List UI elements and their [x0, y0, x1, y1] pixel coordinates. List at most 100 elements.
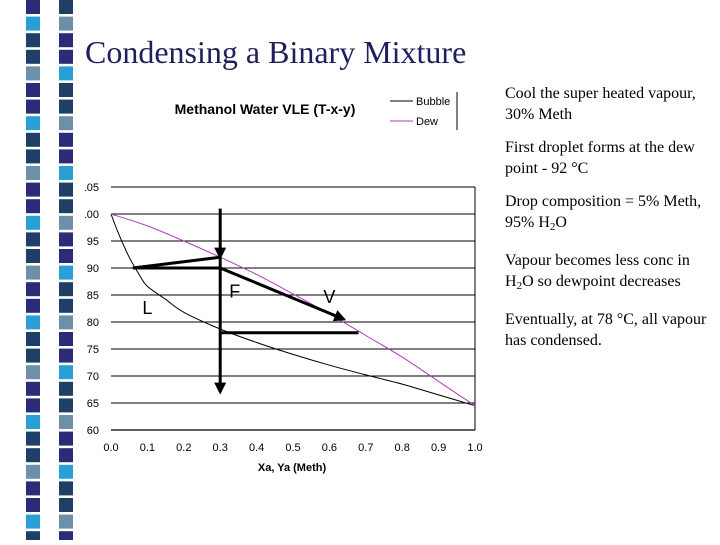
strip-square: [26, 315, 40, 330]
strip-square: [59, 16, 73, 31]
y-tick-label: 100: [85, 209, 99, 221]
bullet-text: Cool the super heated vapour, 30% Meth: [505, 85, 696, 123]
bubble-tie-line: [132, 255, 221, 270]
bubble-curve: [110, 213, 476, 407]
bullet-text: Vapour becomes less conc in H: [505, 252, 690, 290]
strip-square: [59, 498, 73, 512]
strip-square: [59, 431, 73, 446]
strip-square: [59, 232, 73, 247]
strip-square: [59, 132, 73, 147]
strip-square: [59, 116, 73, 131]
strip-square: [59, 49, 73, 64]
strip-square: [59, 315, 73, 330]
strip-square: [59, 199, 73, 214]
strip-square: [26, 265, 40, 280]
strip-square: [26, 83, 40, 97]
strip-square: [59, 0, 73, 14]
bullet-text: O so dewpoint decreases: [522, 273, 681, 290]
strip-square: [26, 498, 40, 512]
annotation-l: L: [142, 298, 152, 318]
strip-square: [26, 381, 40, 396]
x-axis-label: Xa, Ya (Meth): [258, 462, 327, 474]
strip-graphic: [26, 0, 73, 545]
strip-square: [59, 464, 73, 479]
x-tick-label: 0.1: [140, 442, 155, 454]
strip-square: [26, 415, 40, 429]
strip-square: [26, 66, 40, 81]
strip-square: [59, 531, 73, 545]
strip-square: [26, 348, 40, 363]
y-tick-label: 65: [87, 398, 99, 410]
x-tick-label: 0.6: [322, 442, 337, 454]
strip-square: [59, 415, 73, 429]
strip-square: [26, 431, 40, 446]
strip-square: [59, 381, 73, 396]
legend-dew-label: Dew: [416, 116, 438, 128]
x-tick-label: 0.5: [285, 442, 300, 454]
strip-square: [59, 298, 73, 313]
strip-square: [59, 182, 73, 197]
strip-square: [26, 199, 40, 214]
x-tick-label: 0.0: [103, 442, 118, 454]
y-tick-label: 95: [87, 236, 99, 248]
strip-square: [59, 249, 73, 263]
bullet-item: Cool the super heated vapour, 30% Meth: [505, 83, 717, 125]
strip-square: [26, 464, 40, 479]
y-tick-label: 80: [87, 317, 99, 329]
strip-square: [59, 215, 73, 230]
bullet-text: Eventually, at 78 °C, all vapour has con…: [505, 311, 707, 349]
strip-square: [59, 33, 73, 48]
bullet-text: First droplet forms at the dew point - 9…: [505, 139, 695, 177]
strip-square: [26, 232, 40, 247]
strip-square: [26, 149, 40, 164]
strip-square: [59, 448, 73, 463]
strip-square: [26, 332, 40, 346]
bullet-list: Cool the super heated vapour, 30% Meth Fi…: [505, 83, 717, 363]
strip-square: [26, 166, 40, 180]
strip-square: [26, 282, 40, 297]
dew-curve: [110, 213, 476, 407]
x-tick-label: 0.8: [395, 442, 410, 454]
strip-square: [59, 99, 73, 114]
y-tick-label: 70: [87, 371, 99, 383]
strip-square: [26, 182, 40, 197]
strip-square: [26, 49, 40, 64]
bullet-item: Vapour becomes less conc in H2O so dewpo…: [505, 250, 717, 297]
x-tick-label: 0.3: [213, 442, 228, 454]
strip-square: [26, 531, 40, 545]
strip-square: [26, 398, 40, 413]
legend-bubble-label: Bubble: [416, 96, 450, 108]
chart-panel: Methanol Water VLE (T-x-y) Bubble Dew 105 10…: [56, 88, 489, 490]
strip-square: [26, 249, 40, 263]
y-tick-label: 105: [85, 182, 99, 194]
strip-square: [26, 132, 40, 147]
strip-square: [59, 348, 73, 363]
dew-arrow: [219, 266, 347, 322]
strip-square: [26, 99, 40, 114]
strip-square: [59, 66, 73, 81]
strip-square: [26, 16, 40, 31]
vle-chart: Methanol Water VLE (T-x-y) Bubble Dew 105 10…: [56, 92, 483, 474]
x-tick-label: 0.2: [176, 442, 191, 454]
strip-square: [26, 33, 40, 48]
bullet-text: Drop composition = 5% Meth, 95% H: [505, 193, 702, 231]
strip-square: [26, 0, 40, 14]
bullet-item: First droplet forms at the dew point - 9…: [505, 137, 717, 179]
y-tick-label: 75: [87, 344, 99, 356]
y-tick-label: 85: [87, 290, 99, 302]
annotation-v: V: [323, 287, 335, 307]
bullet-item: Eventually, at 78 °C, all vapour has con…: [505, 309, 717, 351]
decorative-square-strip: [0, 0, 90, 545]
strip-square: [59, 332, 73, 346]
strip-square: [26, 448, 40, 463]
annotation-f: F: [229, 282, 240, 302]
strip-square: [59, 282, 73, 297]
strip-square: [26, 514, 40, 529]
strip-square: [26, 215, 40, 230]
strip-square: [26, 116, 40, 131]
x-tick-label: 1.0: [467, 442, 482, 454]
x-tick-label: 0.4: [249, 442, 264, 454]
bullet-item: Drop composition = 5% Meth, 95% H2O: [505, 191, 717, 238]
strip-square: [59, 83, 73, 97]
chart-title: Methanol Water VLE (T-x-y): [175, 101, 356, 117]
